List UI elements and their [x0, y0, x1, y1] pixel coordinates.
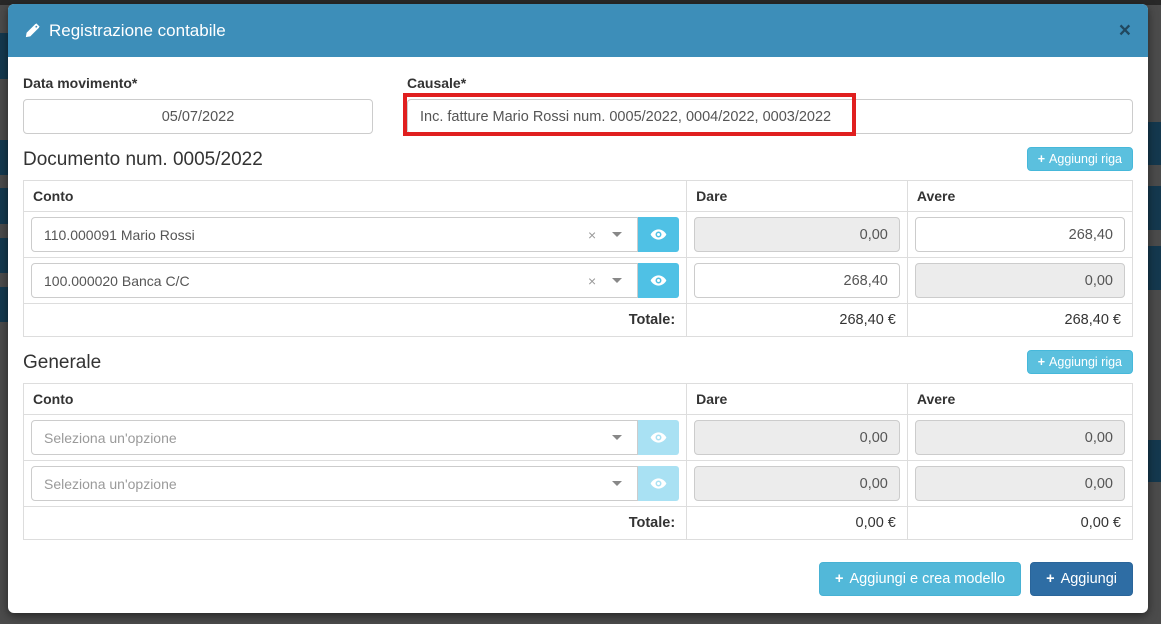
plus-icon: +	[1037, 152, 1046, 166]
total-dare: 268,40 €	[686, 303, 908, 337]
column-header-dare: Dare	[686, 180, 908, 212]
background-app-remnant	[1148, 186, 1161, 230]
aggiungi-e-crea-modello-button[interactable]: + Aggiungi e crea modello	[819, 561, 1022, 596]
generale-add-row-button[interactable]: + Aggiungi riga	[1026, 350, 1133, 374]
modal-header: Registrazione contabile ×	[8, 4, 1148, 57]
avere-input	[914, 263, 1125, 298]
total-label: Totale:	[22, 303, 688, 337]
causale-input[interactable]	[407, 99, 1133, 134]
documento-table-header-row: Conto Dare Avere	[22, 180, 1134, 212]
conto-select-box[interactable]: Seleziona un'opzione	[31, 466, 639, 501]
conto-select[interactable]: 100.000020 Banca C/C ×	[31, 263, 680, 298]
background-app-remnant	[1148, 440, 1161, 482]
documento-add-row-button[interactable]: + Aggiungi riga	[1026, 147, 1133, 171]
avere-input[interactable]	[914, 217, 1125, 252]
modal-footer: + Aggiungi e crea modello + Aggiungi	[8, 556, 1148, 613]
conto-select[interactable]: 110.000091 Mario Rossi ×	[31, 217, 680, 252]
chevron-down-icon[interactable]	[612, 481, 623, 486]
conto-select-box[interactable]: 100.000020 Banca C/C ×	[31, 263, 639, 298]
pencil-icon	[25, 23, 40, 38]
total-avere: 0,00 €	[906, 506, 1134, 540]
registrazione-contabile-modal: Registrazione contabile × Data movimento…	[8, 4, 1148, 613]
documento-table: Conto Dare Avere 110.000091 Mario Rossi …	[22, 180, 1134, 337]
background-app-remnant	[0, 140, 9, 175]
generale-table: Conto Dare Avere Seleziona un'opzione	[22, 383, 1134, 540]
generale-section-title: Generale	[23, 352, 102, 373]
aggiungi-e-crea-modello-label: Aggiungi e crea modello	[849, 570, 1006, 587]
column-header-avere: Avere	[906, 180, 1134, 212]
eye-icon	[650, 432, 667, 443]
total-label: Totale:	[22, 506, 688, 540]
table-row: Seleziona un'opzione	[22, 460, 1134, 507]
modal-title: Registrazione contabile	[25, 21, 226, 41]
close-icon[interactable]: ×	[1118, 19, 1131, 42]
plus-icon: +	[835, 570, 844, 587]
view-account-button	[638, 466, 680, 501]
dare-input[interactable]	[694, 263, 900, 298]
plus-icon: +	[1046, 570, 1055, 587]
background-app-remnant	[1148, 122, 1161, 165]
conto-select-value: 100.000020 Banca C/C	[44, 272, 190, 289]
table-row: Seleziona un'opzione	[22, 414, 1134, 461]
table-row: 110.000091 Mario Rossi ×	[22, 211, 1134, 258]
modal-title-text: Registrazione contabile	[49, 20, 226, 40]
view-account-button	[638, 420, 680, 455]
chevron-down-icon[interactable]	[612, 435, 623, 440]
documento-section-title: Documento num. 0005/2022	[23, 149, 263, 170]
generale-table-header-row: Conto Dare Avere	[22, 383, 1134, 415]
column-header-avere: Avere	[906, 383, 1134, 415]
avere-input	[914, 420, 1125, 455]
conto-select[interactable]: Seleziona un'opzione	[31, 420, 680, 455]
causale-label: Causale*	[407, 75, 467, 91]
aggiungi-button[interactable]: + Aggiungi	[1030, 561, 1133, 596]
conto-select[interactable]: Seleziona un'opzione	[31, 466, 680, 501]
dare-input	[694, 466, 900, 501]
total-dare: 0,00 €	[686, 506, 908, 540]
aggiungi-label: Aggiungi	[1060, 570, 1117, 587]
data-movimento-field-group: Data movimento*	[23, 66, 373, 134]
view-account-button[interactable]	[638, 263, 680, 298]
background-page-strip	[0, 0, 1161, 5]
dare-input	[694, 217, 900, 252]
totals-row: Totale: 268,40 € 268,40 €	[22, 303, 1134, 337]
conto-select-box[interactable]: 110.000091 Mario Rossi ×	[31, 217, 639, 252]
eye-icon	[650, 229, 667, 240]
column-header-conto: Conto	[22, 180, 688, 212]
total-avere: 268,40 €	[906, 303, 1134, 337]
causale-field-group: Causale*	[403, 66, 1133, 136]
chevron-down-icon[interactable]	[612, 278, 623, 283]
clear-selection-icon[interactable]: ×	[587, 226, 597, 243]
dare-input	[694, 420, 900, 455]
modal-body: Data movimento* Causale* Documento num. …	[8, 57, 1148, 556]
chevron-down-icon[interactable]	[612, 232, 623, 237]
column-header-conto: Conto	[22, 383, 688, 415]
data-movimento-label: Data movimento*	[23, 75, 138, 91]
column-header-dare: Dare	[686, 383, 908, 415]
totals-row: Totale: 0,00 € 0,00 €	[22, 506, 1134, 540]
background-app-remnant	[0, 188, 9, 224]
background-app-remnant	[1148, 246, 1161, 290]
view-account-button[interactable]	[638, 217, 680, 252]
add-row-label: Aggiungi riga	[1049, 152, 1122, 166]
eye-icon	[650, 275, 667, 286]
background-app-remnant	[0, 238, 9, 273]
conto-select-box[interactable]: Seleziona un'opzione	[31, 420, 639, 455]
eye-icon	[650, 478, 667, 489]
avere-input	[914, 466, 1125, 501]
background-app-remnant	[0, 287, 9, 322]
table-row: 100.000020 Banca C/C ×	[22, 257, 1134, 304]
plus-icon: +	[1037, 355, 1046, 369]
generale-section-header: Generale + Aggiungi riga	[23, 350, 1133, 374]
data-movimento-input[interactable]	[23, 99, 373, 134]
add-row-label: Aggiungi riga	[1049, 355, 1122, 369]
top-form: Data movimento* Causale*	[23, 66, 1133, 136]
conto-select-placeholder: Seleziona un'opzione	[44, 429, 177, 446]
conto-select-placeholder: Seleziona un'opzione	[44, 475, 177, 492]
documento-section-header: Documento num. 0005/2022 + Aggiungi riga	[23, 147, 1133, 171]
clear-selection-icon[interactable]: ×	[587, 272, 597, 289]
background-app-remnant	[0, 33, 9, 79]
conto-select-value: 110.000091 Mario Rossi	[44, 226, 195, 243]
